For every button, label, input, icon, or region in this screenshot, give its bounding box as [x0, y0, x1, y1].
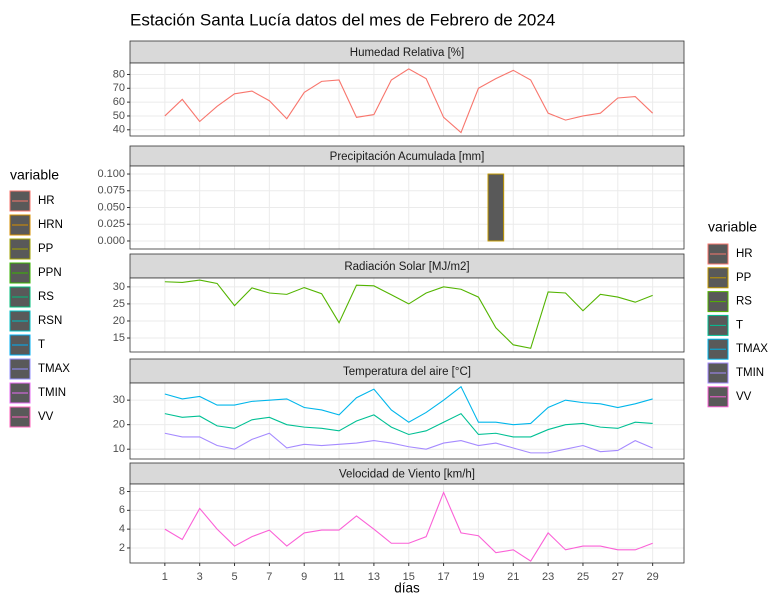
legend-label: RS [38, 291, 54, 303]
y-tick-label: 70 [113, 82, 125, 94]
x-tick-label: 5 [231, 571, 237, 583]
x-tick-label: 11 [333, 571, 344, 583]
legend-label: RS [736, 296, 752, 308]
x-tick-label: 1 [162, 571, 168, 583]
y-tick-label: 15 [113, 332, 125, 344]
legend-label: HRN [38, 219, 63, 231]
panel [130, 484, 684, 563]
legend-label: T [736, 319, 743, 331]
legend-title: variable [10, 167, 59, 183]
legend-label: TMIN [38, 387, 66, 399]
legend-title: variable [708, 219, 757, 235]
y-tick-label: 40 [113, 124, 125, 136]
y-tick-label: 80 [113, 68, 125, 80]
y-tick-label: 0.075 [97, 185, 125, 197]
panel-border [129, 165, 685, 250]
y-tick-label: 4 [119, 523, 125, 535]
panel-border [129, 483, 685, 564]
y-tick-label: 10 [113, 443, 125, 455]
y-tick-label: 6 [119, 504, 125, 516]
strip-text: Radiación Solar [MJ/m2] [344, 261, 469, 273]
strip-text: Precipitación Acumulada [mm] [330, 151, 485, 163]
line [164, 412, 653, 438]
panel [130, 278, 684, 352]
y-tick-label: 20 [113, 315, 125, 327]
legend-label: PP [38, 243, 54, 255]
y-tick-label: 8 [119, 485, 125, 497]
panel [130, 63, 684, 136]
y-tick-label: 2 [119, 542, 125, 554]
strip-text: Humedad Relativa [%] [350, 47, 464, 59]
x-tick-label: 9 [301, 571, 307, 583]
x-tick-label: 27 [612, 571, 624, 583]
x-tick-label: 25 [577, 571, 589, 583]
legend-label: HR [736, 248, 753, 260]
x-tick-label: 15 [403, 571, 415, 583]
y-tick-label: 30 [113, 281, 125, 293]
y-tick-label: 0.100 [97, 168, 125, 180]
x-axis-title: días [394, 581, 420, 596]
legend-label: VV [736, 391, 752, 403]
x-tick-label: 21 [507, 571, 519, 583]
x-tick-label: 13 [368, 571, 380, 583]
y-tick-label: 20 [113, 419, 125, 431]
x-tick-label: 7 [266, 571, 272, 583]
y-tick-label: 25 [113, 298, 125, 310]
line [164, 432, 653, 454]
x-tick-label: 17 [437, 571, 449, 583]
x-tick-label: 29 [647, 571, 659, 583]
legend-label: TMAX [736, 343, 768, 355]
legend-label: RSN [38, 315, 62, 327]
strip-text: Temperatura del aire [°C] [343, 366, 471, 378]
y-tick-label: 50 [113, 110, 125, 122]
y-tick-label: 60 [113, 96, 125, 108]
legend-label: VV [38, 411, 54, 423]
legend-label: PPN [38, 267, 62, 279]
line [164, 385, 653, 426]
x-tick-label: 23 [542, 571, 554, 583]
bar [487, 173, 505, 242]
legend-label: TMIN [736, 367, 764, 379]
x-tick-label: 3 [197, 571, 203, 583]
strip [129, 253, 685, 279]
line [164, 279, 653, 349]
y-tick-label: 0.000 [97, 235, 125, 247]
y-tick-label: 0.025 [97, 218, 125, 230]
x-tick-label: 19 [472, 571, 484, 583]
legend-label: TMAX [38, 363, 70, 375]
panel-border [129, 382, 685, 460]
legend-label: HR [38, 195, 55, 207]
strip-text: Velocidad de Viento [km/h] [339, 469, 475, 481]
y-tick-label: 0.050 [97, 201, 125, 213]
panel-border [129, 62, 685, 137]
y-tick-label: 30 [113, 394, 125, 406]
legend-label: PP [736, 272, 752, 284]
chart-title: Estación Santa Lucía datos del mes de Fe… [130, 10, 555, 29]
panel-border [129, 277, 685, 353]
line [164, 491, 653, 562]
legend-label: T [38, 339, 45, 351]
line [164, 68, 654, 134]
strip [129, 358, 685, 384]
